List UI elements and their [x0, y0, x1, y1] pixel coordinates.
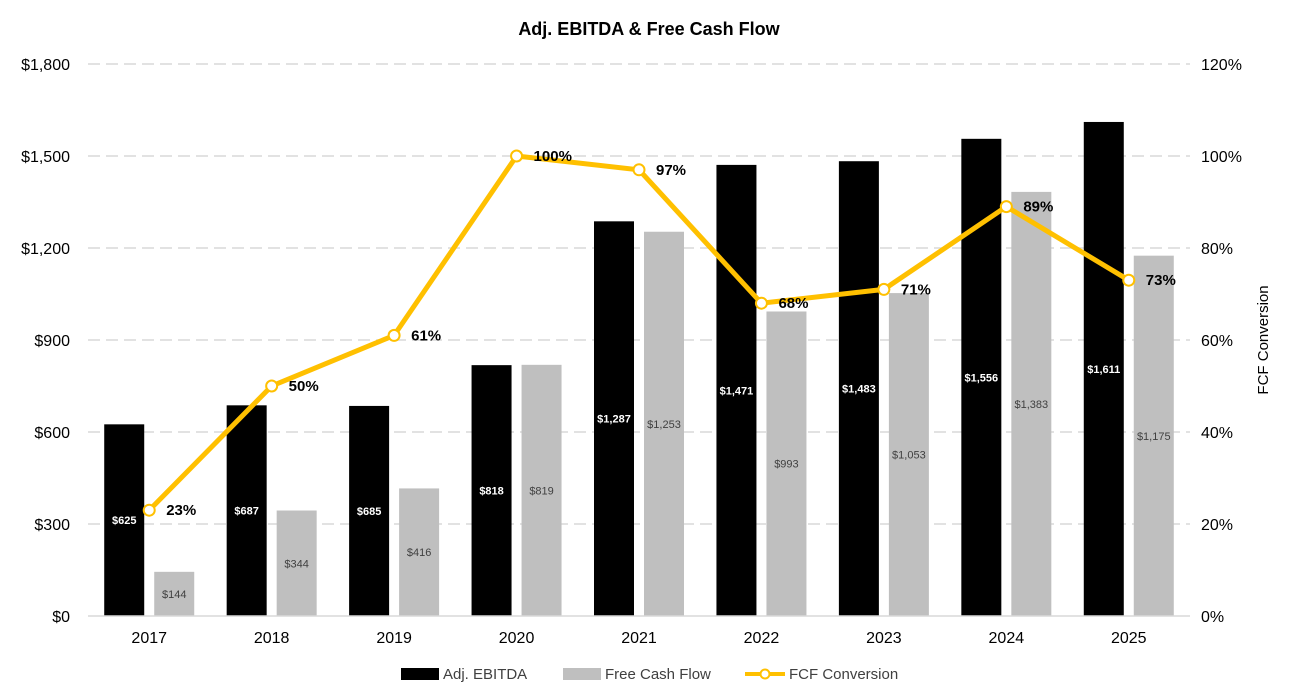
- legend-label-fcf-conversion: FCF Conversion: [789, 666, 898, 683]
- right-tick-label: 0%: [1201, 609, 1224, 626]
- bar-free-cash-flow-2019: [399, 488, 440, 616]
- point-fcf-conversion-2023: [877, 282, 891, 296]
- left-tick-label: $300: [34, 517, 70, 534]
- data-label-adj-ebitda-2019: $685: [357, 506, 381, 518]
- data-label-free-cash-flow-2019: $416: [407, 547, 431, 559]
- point-fcf-conversion-2017: [142, 503, 156, 517]
- x-tick-label-2017: 2017: [131, 630, 167, 647]
- data-label-adj-ebitda-2018: $687: [234, 506, 258, 518]
- data-label-free-cash-flow-2023: $1,053: [892, 450, 926, 462]
- data-label-fcf-conversion-2023: 71%: [901, 281, 931, 298]
- bar-free-cash-flow-2021: [644, 231, 684, 616]
- data-label-fcf-conversion-2024: 89%: [1023, 199, 1053, 216]
- bar-free-cash-flow-2020: [521, 364, 562, 616]
- x-axis: 2017 2018 2019 2020 2021 2022 2023 2024 2025: [131, 630, 1146, 647]
- x-tick-label-2022: 2022: [744, 630, 780, 647]
- data-label-fcf-conversion-2021: 97%: [656, 162, 686, 179]
- right-tick-label: 100%: [1201, 149, 1242, 166]
- right-tick-label: 20%: [1201, 517, 1233, 534]
- bar-adj-ebitda-2023: [838, 161, 879, 617]
- point-fcf-conversion-2018: [265, 379, 279, 393]
- bar-adj-ebitda-2022: [716, 164, 757, 617]
- legend-swatch-free-cash-flow: [563, 668, 601, 680]
- left-tick-label: $900: [34, 333, 70, 350]
- x-tick-label-2018: 2018: [254, 630, 290, 647]
- bar-adj-ebitda-2024: [961, 138, 1002, 616]
- left-tick-label: $1,200: [21, 241, 70, 258]
- data-label-adj-ebitda-2025: $1,611: [1087, 364, 1120, 376]
- data-label-free-cash-flow-2021: $1,253: [647, 419, 681, 431]
- right-tick-label: 60%: [1201, 333, 1233, 350]
- fcf-conversion-line: 23% 50% 61% 100% 97% 68% 71% 89% 73%: [142, 148, 1176, 519]
- bar-free-cash-flow-2023: [888, 293, 929, 616]
- bar-adj-ebitda-2020: [471, 365, 512, 616]
- bar-adj-ebitda-2017: [104, 424, 145, 616]
- data-label-adj-ebitda-2024: $1,556: [965, 372, 999, 384]
- bar-free-cash-flow-2022: [766, 311, 807, 616]
- data-label-fcf-conversion-2022: 68%: [778, 295, 808, 312]
- data-label-free-cash-flow-2020: $819: [529, 485, 553, 497]
- right-tick-label: 80%: [1201, 241, 1233, 258]
- data-label-adj-ebitda-2020: $818: [479, 486, 503, 498]
- data-label-free-cash-flow-2017: $144: [162, 589, 186, 601]
- data-label-fcf-conversion-2019: 61%: [411, 327, 441, 344]
- chart-title: Adj. EBITDA & Free Cash Flow: [518, 19, 780, 39]
- bar-free-cash-flow-2024: [1011, 191, 1052, 616]
- x-tick-label-2020: 2020: [499, 630, 535, 647]
- left-tick-label: $600: [34, 425, 70, 442]
- bar-free-cash-flow-2018: [276, 510, 317, 616]
- data-label-fcf-conversion-2025: 73%: [1146, 272, 1176, 289]
- legend: Adj. EBITDA Free Cash Flow FCF Conversio…: [401, 666, 898, 683]
- x-tick-label-2023: 2023: [866, 630, 902, 647]
- data-label-free-cash-flow-2025: $1,175: [1137, 431, 1171, 443]
- point-fcf-conversion-2022: [754, 296, 768, 310]
- point-fcf-conversion-2019: [387, 328, 401, 342]
- bar-free-cash-flow-2025: [1133, 255, 1174, 616]
- bar-adj-ebitda-2019: [349, 405, 390, 616]
- point-fcf-conversion-2024: [999, 200, 1013, 214]
- x-tick-label-2021: 2021: [621, 630, 657, 647]
- point-fcf-conversion-2021: [632, 163, 646, 177]
- data-label-adj-ebitda-2023: $1,483: [842, 384, 876, 396]
- legend-label-adj-ebitda: Adj. EBITDA: [443, 666, 527, 683]
- bar-adj-ebitda-2025: [1083, 121, 1124, 617]
- point-fcf-conversion-2025: [1122, 273, 1136, 287]
- data-label-adj-ebitda-2022: $1,471: [720, 385, 754, 397]
- right-axis-label: FCF Conversion: [1255, 285, 1272, 394]
- data-label-fcf-conversion-2018: 50%: [289, 378, 319, 395]
- data-label-free-cash-flow-2024: $1,383: [1015, 399, 1049, 411]
- left-tick-label: $1,500: [21, 149, 70, 166]
- left-axis: $0 $300 $600 $900 $1,200 $1,500 $1,800: [21, 57, 70, 626]
- data-label-free-cash-flow-2018: $344: [284, 558, 308, 570]
- gridlines: [88, 63, 1190, 525]
- bar-free-cash-flow-2017: [154, 571, 195, 616]
- right-axis: 0% 20% 40% 60% 80% 100% 120%: [1201, 57, 1242, 626]
- left-tick-label: $0: [52, 609, 70, 626]
- legend-marker-fcf-conversion: [759, 668, 771, 680]
- legend-swatch-adj-ebitda: [401, 668, 439, 680]
- data-label-adj-ebitda-2021: $1,287: [597, 414, 631, 426]
- x-tick-label-2025: 2025: [1111, 630, 1147, 647]
- bars: $625 $144 $687 $344 $685 $416 $818 $819 $1,287 $1…: [104, 121, 1174, 617]
- data-label-adj-ebitda-2017: $625: [112, 515, 136, 527]
- x-tick-label-2024: 2024: [989, 630, 1025, 647]
- point-fcf-conversion-2020: [510, 149, 524, 163]
- data-label-free-cash-flow-2022: $993: [774, 459, 798, 471]
- bar-adj-ebitda-2021: [594, 221, 634, 616]
- left-tick-label: $1,800: [21, 57, 70, 74]
- data-label-fcf-conversion-2020: 100%: [534, 148, 572, 165]
- legend-label-free-cash-flow: Free Cash Flow: [605, 666, 711, 683]
- right-tick-label: 120%: [1201, 57, 1242, 74]
- bar-adj-ebitda-2018: [226, 405, 267, 616]
- x-tick-label-2019: 2019: [376, 630, 412, 647]
- data-label-fcf-conversion-2017: 23%: [166, 502, 196, 519]
- right-tick-label: 40%: [1201, 425, 1233, 442]
